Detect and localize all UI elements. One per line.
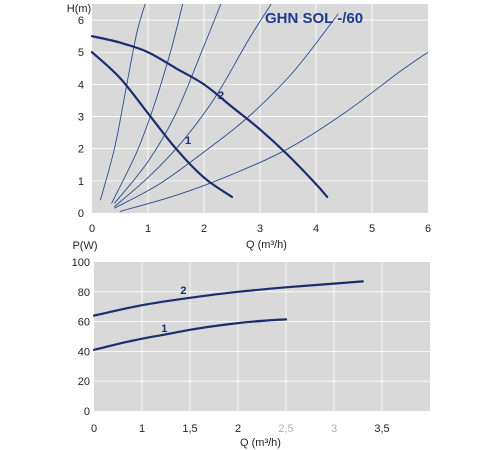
head-y-tick-labels: 0 1 2 3 4 5 6 [78, 15, 84, 220]
head-series-2-line [90, 35, 329, 198]
head-x-tick-label: 2 [201, 223, 207, 235]
head-system-curve [119, 51, 428, 212]
power-y-tick-label: 80 [78, 287, 90, 299]
power-x-tick-label: 1,5 [182, 423, 197, 435]
head-x-tick-label: 0 [89, 223, 95, 235]
power-x-tick-label: 2 [235, 423, 241, 435]
head-series-2-label: 2 [218, 90, 224, 102]
power-y-tick-label: 20 [78, 376, 90, 388]
head-x-tick-label: 4 [313, 223, 319, 235]
head-system-curve [114, 13, 339, 209]
power-x-tick-label: 3,5 [374, 423, 389, 435]
power-y-axis-title: P(W) [72, 240, 97, 252]
head-y-tick-label: 6 [78, 15, 84, 27]
head-y-tick-label: 2 [78, 144, 84, 156]
power-plot-area [94, 262, 430, 411]
power-x-axis-title: Q (m³/h) [240, 437, 281, 449]
head-x-tick-label: 6 [425, 223, 431, 235]
head-system-curves [99, 4, 428, 212]
power-y-tick-label: 100 [72, 257, 90, 269]
power-x-tick-label: 0 [91, 423, 97, 435]
head-series-1-label: 1 [185, 135, 191, 147]
head-chart-title: GHN SOL -/60 [265, 10, 363, 27]
power-series-1-label: 1 [161, 323, 167, 335]
head-system-curve [111, 4, 184, 204]
power-series-2-line [92, 280, 364, 317]
head-y-tick-label: 5 [78, 47, 84, 59]
head-y-tick-label: 1 [78, 176, 84, 188]
power-x-tick-labels: 0 1 1,5 2 2,5 3 3,5 [91, 423, 390, 435]
head-chart: 1 2 0 1 2 3 4 5 6 0 1 2 3 4 5 6 H(m) Q (m³/h) GHN SO… [67, 3, 431, 251]
head-system-curve [114, 4, 222, 204]
head-y-axis-title: H(m) [67, 3, 91, 15]
head-x-axis-title: Q (m³/h) [246, 239, 287, 251]
head-system-curve [114, 4, 272, 207]
head-y-tick-label: 0 [78, 208, 84, 220]
head-x-tick-label: 3 [257, 223, 263, 235]
head-system-curve [99, 4, 146, 201]
power-y-tick-labels: 0 20 40 60 80 100 [72, 257, 90, 418]
head-x-tick-label: 5 [369, 223, 375, 235]
power-y-tick-label: 0 [84, 406, 90, 418]
head-series-1-line [90, 51, 234, 198]
power-chart: 1 2 0 20 40 60 80 100 0 1 1,5 2 2,5 3 3,5 P(W) Q (m… [72, 240, 430, 449]
power-x-tick-label: 2,5 [278, 423, 293, 435]
power-x-tick-label: 1 [139, 423, 145, 435]
power-series-1-line [92, 318, 288, 351]
head-x-tick-labels: 0 1 2 3 4 5 6 [89, 223, 431, 235]
power-x-tick-label: 3 [331, 423, 337, 435]
head-y-tick-label: 4 [78, 79, 84, 91]
power-series-2-label: 2 [180, 285, 186, 297]
head-y-tick-label: 3 [78, 112, 84, 124]
power-y-tick-label: 60 [78, 317, 90, 329]
power-y-tick-label: 40 [78, 346, 90, 358]
head-x-tick-label: 1 [145, 223, 151, 235]
head-gridlines [92, 4, 428, 213]
